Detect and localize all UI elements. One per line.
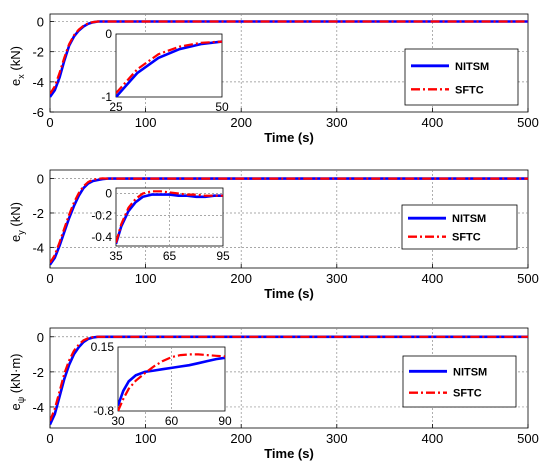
- x-tick-label: 400: [422, 115, 444, 130]
- x-tick-label: 0: [46, 271, 53, 286]
- x-tick-label: 500: [517, 115, 539, 130]
- x-axis-label: Time (s): [264, 286, 314, 301]
- y-tick-label: -2: [32, 206, 44, 221]
- inset-x-tick-label: 65: [163, 249, 177, 263]
- series-line-sftc: [50, 177, 528, 264]
- inset-plot: 30 60 90 -0.8 0.15: [91, 340, 232, 428]
- inset-y-tick-label: -0.4: [91, 230, 112, 244]
- y-axis-label: ex (kN): [8, 46, 26, 86]
- legend-label-nitsm: NITSM: [453, 366, 487, 378]
- series-line-sftc: [50, 20, 528, 95]
- y-tick-label: -2: [32, 365, 44, 380]
- x-tick-label: 400: [422, 431, 444, 446]
- legend: NITSM SFTC: [401, 204, 518, 250]
- x-tick-label: 400: [422, 271, 444, 286]
- x-axis-label: Time (s): [264, 130, 314, 145]
- inset-plot: 25 50 -1 0: [101, 27, 229, 114]
- x-tick-label: 100: [135, 431, 157, 446]
- inset-x-tick-label: 35: [109, 249, 123, 263]
- y-tick-label: 0: [37, 15, 44, 30]
- y-tick-label: -6: [32, 105, 44, 120]
- y-tick-label: -2: [32, 45, 44, 60]
- x-tick-label: 300: [326, 431, 348, 446]
- x-tick-label: 200: [230, 271, 252, 286]
- legend-label-sftc: SFTC: [455, 84, 484, 96]
- y-tick-label: -4: [32, 240, 44, 255]
- legend-label-nitsm: NITSM: [455, 61, 489, 73]
- panel-3: 0 100 200 300 400 500 -4 -2 0 Time (s) eψ (kN·m) 30…: [8, 327, 539, 461]
- x-tick-label: 500: [517, 431, 539, 446]
- x-tick-label: 300: [326, 271, 348, 286]
- y-axis-label: eψ (kN·m): [8, 354, 26, 411]
- inset-y-tick-label: 0: [105, 186, 112, 200]
- legend-box: [404, 48, 519, 106]
- x-tick-label: 300: [326, 115, 348, 130]
- y-axis-label: ey (kN): [8, 202, 26, 242]
- x-tick-label: 200: [230, 115, 252, 130]
- x-tick-label: 500: [517, 271, 539, 286]
- inset-y-tick-label: -0.8: [93, 404, 114, 418]
- legend-label-nitsm: NITSM: [452, 213, 486, 225]
- y-tick-label: 0: [37, 330, 44, 345]
- x-tick-label: 0: [46, 115, 53, 130]
- x-tick-label: 200: [230, 431, 252, 446]
- x-tick-label: 100: [135, 271, 157, 286]
- x-axis-label: Time (s): [264, 446, 314, 461]
- inset-y-tick-label: -0.2: [91, 208, 112, 222]
- legend-box: [402, 355, 517, 408]
- inset-x-tick-label: 50: [215, 100, 229, 114]
- inset-series-line-sftc: [116, 40, 222, 94]
- inset-x-tick-label: 60: [165, 414, 179, 428]
- inset-x-tick-label: 95: [216, 249, 230, 263]
- panel-2: 0 100 200 300 400 500 -4 -2 0 Time (s) ey (kN) 35 65…: [8, 169, 539, 301]
- inset-series-line-nitsm: [118, 356, 225, 407]
- inset-series-line-sftc: [118, 353, 225, 411]
- inset-x-tick-label: 90: [218, 414, 232, 428]
- inset-x-tick-label: 30: [111, 414, 125, 428]
- inset-y-tick-label: -1: [101, 90, 112, 104]
- y-tick-label: -4: [32, 400, 44, 415]
- inset-series-line-sftc: [116, 190, 223, 244]
- inset-y-tick-label: 0: [105, 27, 112, 41]
- legend: NITSM SFTC: [404, 48, 519, 106]
- y-tick-label: -4: [32, 75, 44, 90]
- inset-y-tick-label: 0.15: [91, 340, 115, 354]
- series-line-nitsm: [50, 335, 528, 426]
- legend: NITSM SFTC: [402, 355, 517, 408]
- inset-x-tick-label: 25: [109, 100, 123, 114]
- y-tick-label: 0: [37, 172, 44, 187]
- legend-box: [401, 204, 518, 250]
- inset-series-line-nitsm: [116, 193, 223, 245]
- legend-label-sftc: SFTC: [452, 232, 481, 244]
- legend-label-sftc: SFTC: [453, 388, 482, 400]
- x-tick-label: 0: [46, 431, 53, 446]
- x-tick-label: 100: [135, 115, 157, 130]
- inset-plot: 35 65 95 -0.4 -0.2 0: [91, 186, 230, 263]
